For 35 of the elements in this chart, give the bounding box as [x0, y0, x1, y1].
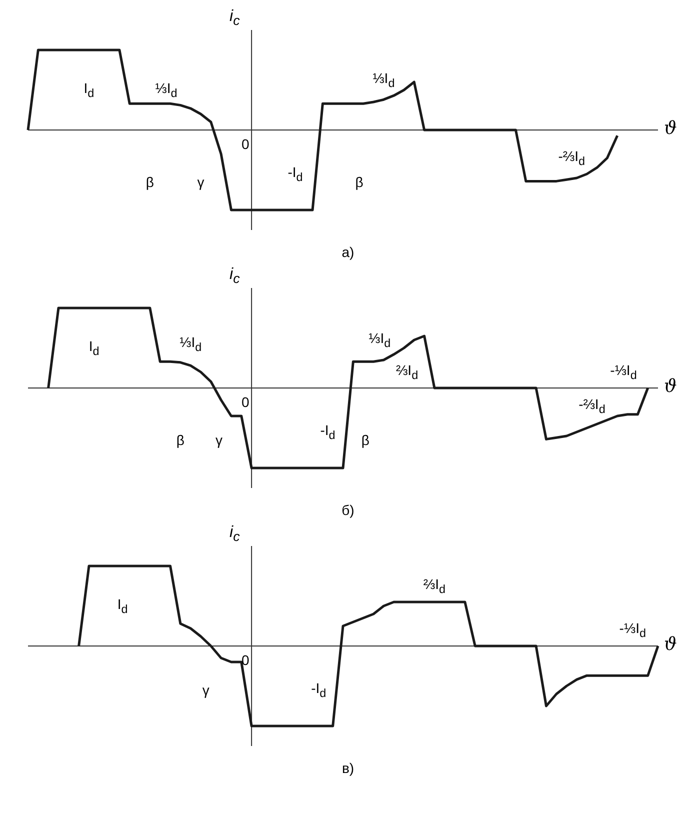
- annotation: I$_{d}$: [84, 80, 94, 100]
- annotation: -⅔I$_{d}$: [558, 148, 585, 168]
- annotation: γ: [202, 682, 210, 698]
- annotation: ⅓I$_{d}$: [155, 80, 178, 100]
- annotation: -⅔I$_{d}$: [578, 396, 606, 416]
- annotation: ⅔I$_{d}$: [423, 576, 446, 596]
- annotation: ⅓I$_{d}$: [368, 330, 391, 350]
- annotation: I$_{d}$: [117, 596, 128, 616]
- annotation: β: [146, 174, 154, 190]
- annotation: -I$_{d}$: [311, 680, 326, 700]
- annotation: 0: [242, 652, 250, 668]
- annotation: -⅓I$_{d}$: [610, 362, 637, 382]
- annotation: 0: [242, 136, 250, 152]
- text: в): [340, 760, 356, 776]
- annotation: γ: [197, 174, 204, 190]
- text: а): [340, 244, 356, 260]
- x-axis-title: ϑ: [664, 634, 677, 655]
- x-axis-title: ϑ: [664, 376, 677, 397]
- annotation: 0: [242, 394, 250, 410]
- annotation: γ: [216, 432, 223, 448]
- x-axis-title: ϑ: [664, 118, 677, 139]
- annotation: -⅓I$_{d}$: [619, 620, 646, 640]
- y-axis-title: i$_{c}$: [230, 524, 240, 544]
- annotation: -I$_{d}$: [320, 422, 336, 442]
- annotation: β: [176, 432, 184, 448]
- y-axis-title: i$_{c}$: [230, 8, 240, 28]
- annotation: -I$_{d}$: [288, 164, 303, 184]
- annotation: ⅔I$_{d}$: [396, 362, 418, 382]
- annotation: β: [361, 432, 370, 448]
- y-axis-title: i$_{c}$: [230, 266, 240, 286]
- annotation: ⅓I$_{d}$: [372, 70, 395, 90]
- annotation: I$_{d}$: [88, 338, 100, 358]
- annotation: ⅓I$_{d}$: [180, 334, 202, 354]
- annotation: β: [355, 174, 364, 190]
- text: б): [340, 502, 356, 518]
